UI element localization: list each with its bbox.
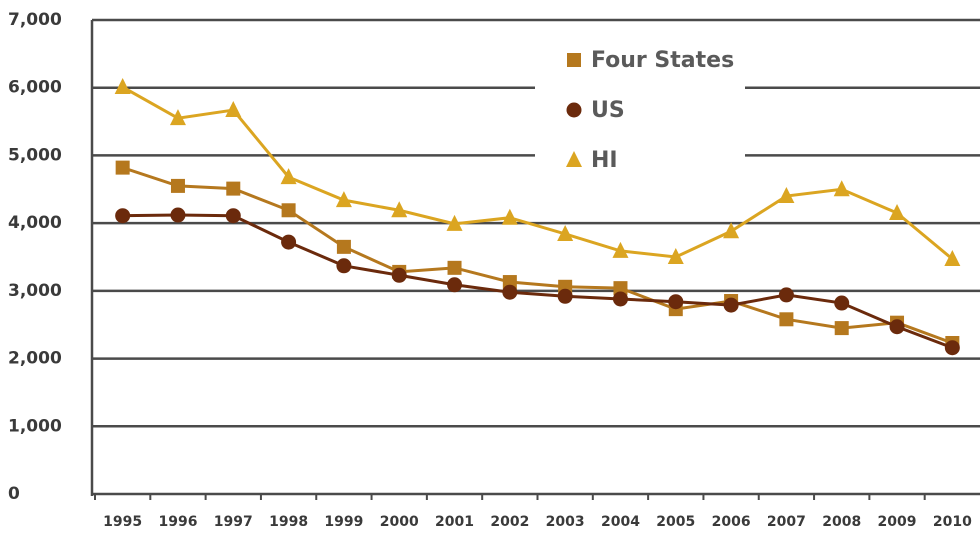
circle-marker	[778, 287, 794, 303]
x-tick-label: 2002	[490, 514, 529, 530]
series-line	[121, 85, 954, 261]
triangle-marker	[566, 151, 582, 167]
x-tick-label: 2000	[380, 514, 419, 530]
triangle-marker	[169, 109, 186, 126]
y-tick-label: 0	[8, 484, 20, 504]
circle-marker	[336, 258, 352, 274]
y-tick-label: 5,000	[8, 145, 62, 165]
circle-marker	[170, 207, 186, 223]
circle-marker	[612, 291, 628, 307]
x-tick-label: 1998	[269, 514, 308, 530]
circle-marker	[225, 208, 241, 224]
triangle-marker	[944, 250, 961, 267]
triangle-marker	[225, 101, 242, 118]
triangle-marker	[335, 191, 352, 208]
circle-marker	[391, 267, 407, 283]
square-marker	[281, 203, 296, 218]
x-tick-label: 2010	[933, 514, 972, 530]
square-marker	[567, 53, 581, 67]
triangle-marker	[889, 203, 906, 220]
x-tick-label: 2003	[546, 514, 585, 530]
circle-marker	[281, 234, 297, 250]
square-marker	[834, 321, 849, 336]
circle-marker	[502, 284, 518, 300]
circle-marker	[447, 277, 463, 293]
circle-marker	[723, 297, 739, 313]
y-tick-label: 1,000	[8, 416, 62, 436]
triangle-marker	[612, 241, 629, 258]
x-tick-label: 2001	[435, 514, 474, 530]
triangle-marker	[501, 208, 518, 225]
legend-label: Four States	[591, 48, 734, 73]
square-marker	[226, 181, 241, 196]
triangle-marker	[778, 187, 795, 204]
legend-label: HI	[591, 148, 618, 173]
triangle-marker	[446, 214, 463, 231]
circle-marker	[557, 288, 573, 304]
square-marker	[502, 275, 517, 290]
x-tick-label: 1995	[103, 514, 142, 530]
circle-marker	[944, 340, 960, 356]
y-tick-label: 6,000	[8, 78, 62, 98]
series	[114, 78, 961, 267]
x-tick-label: 2006	[712, 514, 751, 530]
triangle-marker	[723, 222, 740, 239]
square-marker	[170, 178, 185, 193]
triangle-marker	[667, 248, 684, 264]
x-tick-label: 2009	[878, 514, 917, 530]
triangle-marker	[557, 224, 574, 241]
x-tick-label: 2007	[767, 514, 806, 530]
square-marker	[447, 260, 462, 275]
y-tick-label: 2,000	[8, 349, 62, 369]
circle-marker	[834, 295, 850, 311]
x-tick-label: 2004	[601, 514, 640, 530]
series	[115, 207, 960, 356]
circle-marker	[566, 102, 582, 118]
square-marker	[779, 312, 794, 327]
series-line	[122, 213, 953, 350]
square-marker	[336, 239, 351, 254]
x-tick-label: 1997	[214, 514, 253, 530]
x-tick-label: 2005	[656, 514, 695, 530]
series-line	[122, 166, 953, 345]
triangle-marker	[391, 201, 408, 218]
x-tick-label: 1996	[158, 514, 197, 530]
circle-marker	[889, 319, 905, 335]
triangle-marker	[833, 180, 850, 197]
triangle-marker	[114, 78, 131, 95]
square-marker	[613, 281, 628, 296]
y-tick-label: 7,000	[8, 10, 62, 30]
triangle-marker	[280, 168, 297, 185]
circle-marker	[115, 208, 131, 224]
circle-marker	[668, 294, 684, 310]
y-tick-label: 4,000	[8, 213, 62, 233]
square-marker	[115, 160, 130, 175]
y-tick-label: 3,000	[8, 281, 62, 301]
x-tick-label: 1999	[324, 514, 363, 530]
x-tick-label: 2008	[822, 514, 861, 530]
legend-label: US	[591, 98, 625, 123]
